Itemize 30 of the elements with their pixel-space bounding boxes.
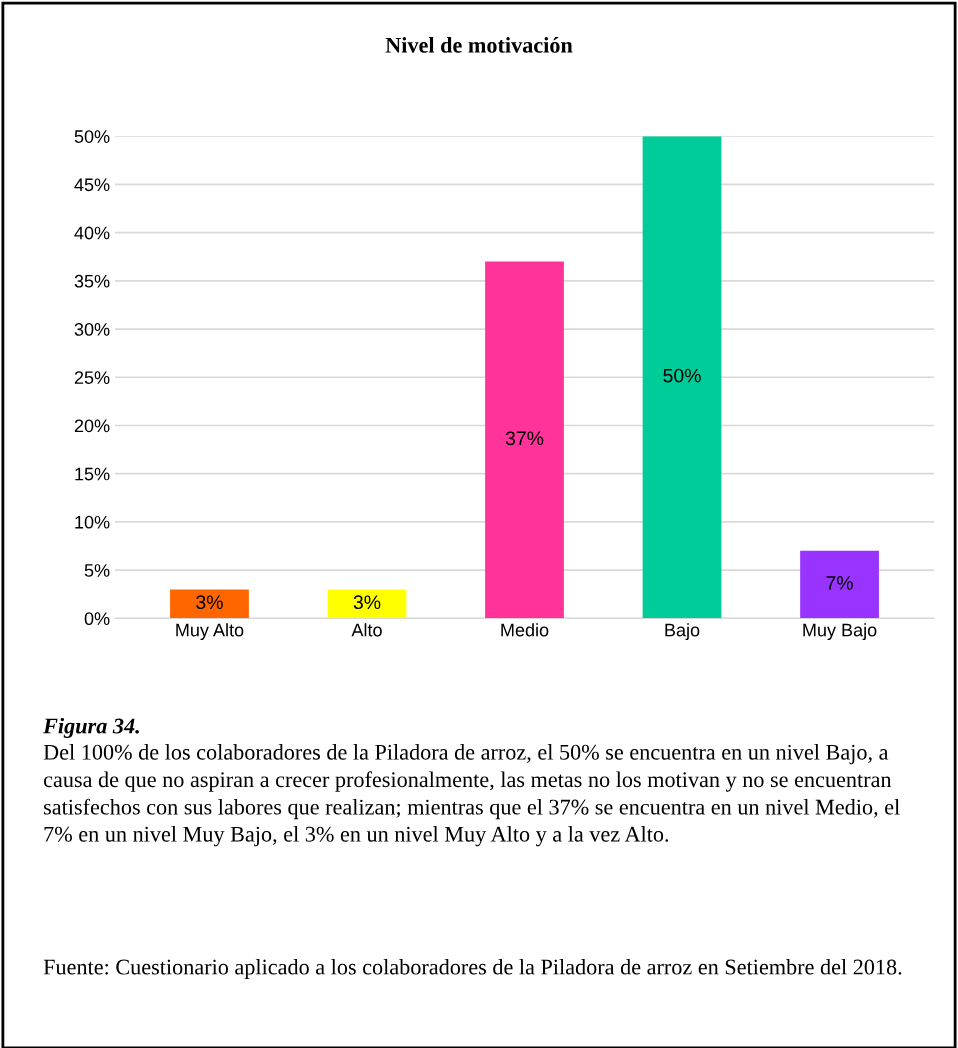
y-tick-label: 40%	[74, 226, 110, 240]
y-tick-label: 50%	[74, 130, 110, 143]
source-note: Fuente: Cuestionario aplicado a los colaboradores de la Piladora de arroz en Setiembre del 2018.	[43, 958, 902, 980]
y-tick-label: 0%	[84, 612, 110, 626]
bar	[170, 589, 249, 619]
y-tick-label: 25%	[74, 371, 110, 384]
bar	[642, 136, 722, 619]
data-label: 7%	[826, 576, 853, 590]
x-tick-label: Alto	[351, 623, 382, 637]
x-tick-label: Bajo	[665, 623, 700, 641]
text: Del 100% de los colaboradores de la Piladora de arroz, el 50% se encuentra en un nivel Bajo, a causa de que no aspiran a crecer profesionalmente, las metas no los motivan y no se encuentran satisfechos con sus labores que realizan; mientras que el 37% se encuentra en un nivel Medio, el 7% en un nivel Muy Bajo, el 3% en un nivel Muy Alto y a la vez Alto.	[43, 744, 900, 847]
bar	[800, 550, 879, 619]
x-tick-label: Muy Bajo	[803, 623, 877, 641]
bar	[327, 589, 407, 619]
y-tick-label: 10%	[75, 515, 110, 529]
data-label: 3%	[353, 595, 381, 610]
data-label: 37%	[505, 431, 544, 446]
y-tick-label: 45%	[74, 178, 110, 192]
y-tick-label: 35%	[74, 274, 110, 288]
y-tick-label: 20%	[74, 419, 110, 433]
y-tick-label: 5%	[84, 564, 110, 577]
bar	[485, 261, 564, 619]
data-label: 3%	[196, 595, 223, 610]
data-label: 50%	[663, 368, 701, 383]
x-tick-label: Medio	[501, 623, 549, 637]
y-tick-label: 15%	[75, 467, 110, 481]
x-tick-label: Muy Alto	[176, 623, 244, 641]
chart-title: Nivel de motivación	[385, 37, 573, 53]
text: Figura 34.	[43, 717, 139, 739]
y-tick-label: 30%	[74, 323, 110, 336]
